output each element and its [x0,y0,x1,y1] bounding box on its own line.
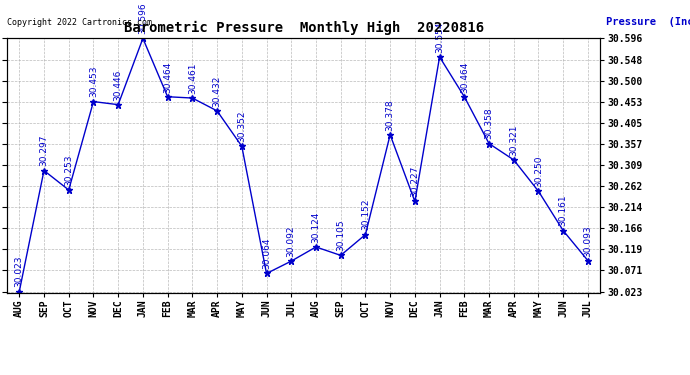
Text: 30.321: 30.321 [509,124,518,156]
Text: 30.253: 30.253 [64,154,73,186]
Text: Pressure  (Inches/Hg): Pressure (Inches/Hg) [607,17,690,27]
Text: 30.352: 30.352 [237,111,246,142]
Text: 30.446: 30.446 [114,69,123,100]
Text: 30.358: 30.358 [484,108,493,140]
Text: 30.464: 30.464 [460,61,469,93]
Text: 30.092: 30.092 [287,225,296,257]
Text: 30.464: 30.464 [163,61,172,93]
Text: 30.461: 30.461 [188,62,197,94]
Text: 30.161: 30.161 [559,195,568,226]
Text: 30.432: 30.432 [213,75,221,107]
Text: 30.023: 30.023 [14,256,23,288]
Text: 30.227: 30.227 [411,166,420,197]
Text: 30.453: 30.453 [89,66,98,98]
Text: 30.093: 30.093 [584,225,593,256]
Text: 30.105: 30.105 [336,220,345,251]
Text: 30.378: 30.378 [386,99,395,130]
Text: 30.152: 30.152 [361,199,370,231]
Text: 30.064: 30.064 [262,238,271,269]
Text: 30.554: 30.554 [435,21,444,53]
Text: 30.124: 30.124 [311,211,320,243]
Text: Copyright 2022 Cartronics.com: Copyright 2022 Cartronics.com [7,18,152,27]
Title: Barometric Pressure  Monthly High  20220816: Barometric Pressure Monthly High 2022081… [124,21,484,35]
Text: 30.596: 30.596 [139,3,148,34]
Text: 30.250: 30.250 [534,156,543,187]
Text: 30.297: 30.297 [39,135,48,166]
